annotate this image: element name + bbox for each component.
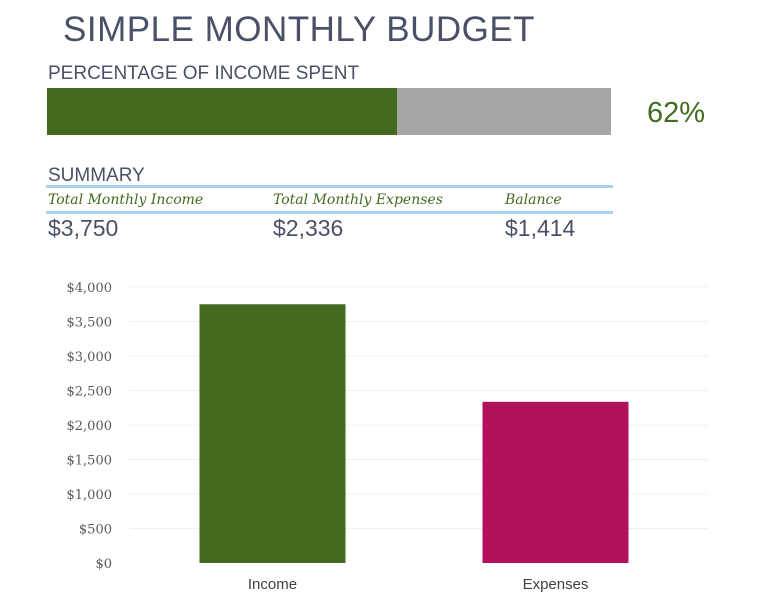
expenses-header: Total Monthly Expenses xyxy=(273,192,443,208)
bar-expenses xyxy=(482,401,629,563)
progress-label: PERCENTAGE OF INCOME SPENT xyxy=(48,63,360,84)
summary-top-rule xyxy=(46,185,613,188)
income-header: Total Monthly Income xyxy=(48,192,204,208)
x-tick-label: Income xyxy=(248,576,297,593)
summary-label: SUMMARY xyxy=(48,165,145,186)
progress-fill xyxy=(47,88,397,135)
income-spent-progress-bar xyxy=(47,88,611,135)
balance-header: Balance xyxy=(505,192,562,208)
y-tick-label: $3,000 xyxy=(67,350,113,365)
expenses-value: $2,336 xyxy=(273,215,344,241)
y-tick-label: $2,000 xyxy=(67,419,113,434)
y-tick-label: $1,000 xyxy=(67,488,113,503)
y-tick-label: $500 xyxy=(79,523,112,538)
balance-value: $1,414 xyxy=(505,215,576,241)
bar-income xyxy=(199,304,346,563)
y-tick-label: $3,500 xyxy=(67,316,113,331)
summary-mid-rule xyxy=(46,211,613,214)
percent-value: 62% xyxy=(647,97,706,129)
y-tick-label: $4,000 xyxy=(67,281,113,296)
page-title: SIMPLE MONTHLY BUDGET xyxy=(63,10,536,49)
y-tick-label: $1,500 xyxy=(67,454,113,469)
y-tick-label: $2,500 xyxy=(67,385,113,400)
y-tick-label: $0 xyxy=(95,557,112,572)
income-value: $3,750 xyxy=(48,215,119,241)
x-tick-label: Expenses xyxy=(523,576,589,593)
income-expenses-bar-chart: $0 $500 $1,000 $1,500 $2,000 $2,500 $3,000 $3,5… xyxy=(67,281,708,593)
